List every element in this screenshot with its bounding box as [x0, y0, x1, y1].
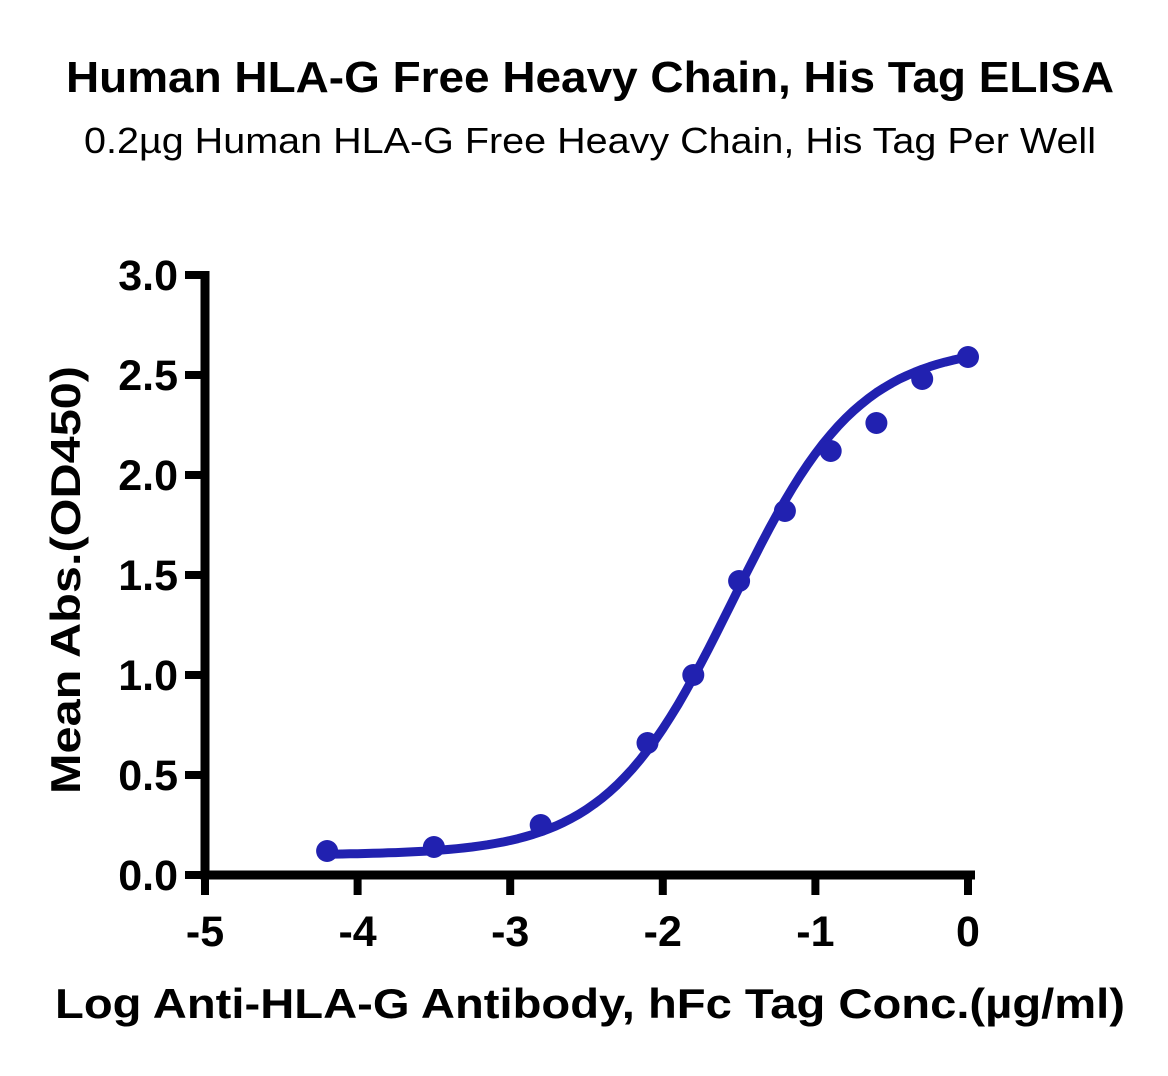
y-tick-label: 1.0: [118, 652, 178, 700]
y-tick-label: 0.0: [118, 852, 178, 900]
x-tick-label: -3: [491, 908, 529, 956]
y-tick-label: 1.5: [118, 552, 178, 600]
data-point: [819, 440, 842, 462]
data-point: [865, 412, 888, 434]
data-point: [911, 368, 934, 390]
chart-title: Human HLA-G Free Heavy Chain, His Tag EL…: [66, 53, 1114, 102]
data-point: [422, 836, 445, 858]
x-tick-label: -2: [644, 908, 682, 956]
data-point: [957, 346, 979, 368]
y-tick-label: 0.5: [118, 752, 178, 800]
y-tick-label: 3.0: [118, 252, 178, 300]
axes: [185, 271, 975, 895]
x-tick-label: 0: [956, 908, 980, 956]
y-axis-label: Mean Abs.(OD450): [42, 366, 89, 794]
data-points: [316, 346, 979, 862]
data-point: [529, 814, 552, 836]
x-axis-label: Log Anti-HLA-G Antibody, hFc Tag Conc.(µ…: [55, 980, 1125, 1027]
x-tick-label: -4: [338, 908, 376, 956]
tick-labels: 0.0 0.5 1.0 1.5 2.0 2.5 3.0 -5 -4 -3 -2 -1 0: [118, 252, 980, 956]
x-tick-label: -1: [796, 908, 834, 956]
data-point: [728, 570, 751, 592]
data-point: [773, 500, 796, 522]
x-tick-label: -5: [186, 908, 224, 956]
data-point: [636, 732, 659, 754]
y-tick-label: 2.5: [118, 352, 178, 400]
data-point: [682, 664, 705, 686]
data-point: [316, 840, 339, 862]
y-tick-label: 2.0: [118, 452, 178, 500]
chart-subtitle: 0.2µg Human HLA-G Free Heavy Chain, His …: [84, 120, 1096, 161]
